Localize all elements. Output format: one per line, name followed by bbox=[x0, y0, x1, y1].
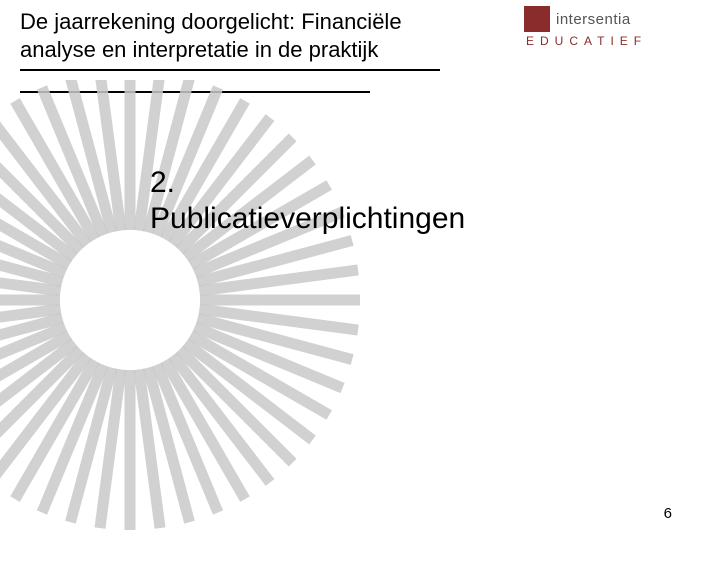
slide-content: 2. Publicatieverplichtingen bbox=[150, 165, 450, 237]
brand-logo: intersentia EDUCATIEF bbox=[524, 6, 694, 48]
section-title: 2. Publicatieverplichtingen bbox=[150, 165, 450, 237]
logo-top-row: intersentia bbox=[524, 6, 694, 32]
slide-header: De jaarrekening doorgelicht: Financiële … bbox=[0, 0, 720, 63]
logo-square-icon bbox=[524, 6, 550, 32]
divider-line-2 bbox=[20, 91, 370, 93]
page-number: 6 bbox=[664, 505, 672, 522]
radial-ticks-decoration bbox=[0, 80, 440, 580]
divider-line-1 bbox=[20, 69, 440, 71]
logo-name: intersentia bbox=[556, 11, 631, 28]
slide-title: De jaarrekening doorgelicht: Financiële … bbox=[20, 8, 420, 63]
logo-subtitle: EDUCATIEF bbox=[524, 34, 694, 48]
